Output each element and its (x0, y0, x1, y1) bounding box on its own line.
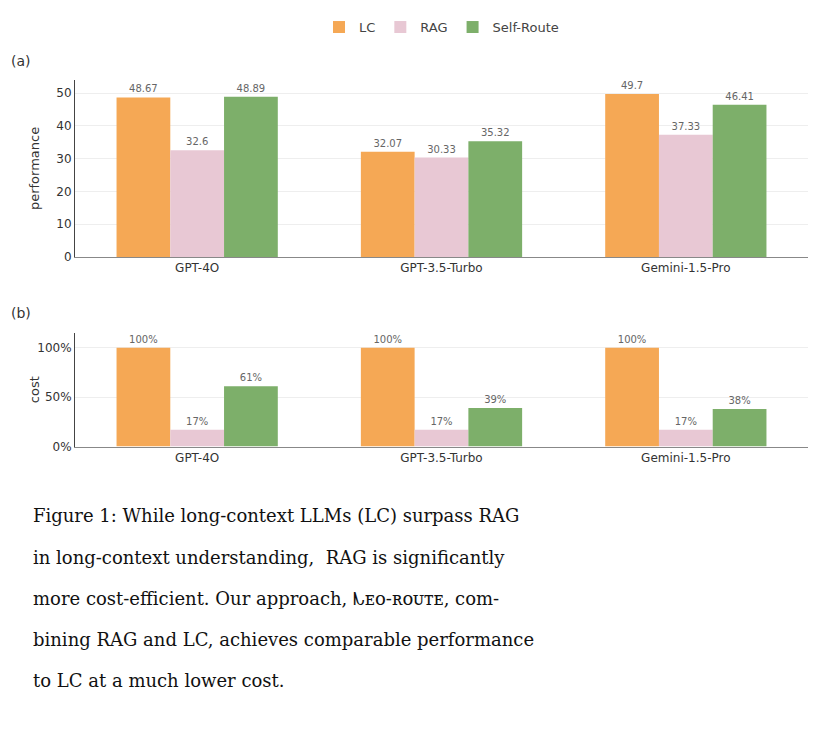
svg-text:48.67: 48.67 (129, 83, 158, 94)
svg-text:RAG: RAG (420, 20, 447, 35)
svg-text:LC: LC (359, 20, 375, 35)
svg-text:Figure 1: While long-context L: Figure 1: While long-context LLMs (LC) s… (33, 505, 519, 526)
svg-text:37.33: 37.33 (672, 121, 701, 132)
svg-text:Gemini-1.5-Pro: Gemini-1.5-Pro (641, 451, 730, 465)
svg-text:38%: 38% (728, 395, 750, 406)
svg-text:10: 10 (56, 217, 71, 231)
svg-text:(a): (a) (11, 53, 31, 69)
svg-text:GPT-4O: GPT-4O (175, 451, 219, 465)
svg-text:17%: 17% (186, 416, 208, 427)
svg-text:100%: 100% (373, 334, 402, 345)
svg-text:30: 30 (56, 152, 71, 166)
svg-text:performance: performance (27, 127, 42, 210)
svg-text:50%: 50% (45, 390, 72, 404)
svg-text:GPT-3.5-Turbo: GPT-3.5-Turbo (400, 261, 482, 275)
svg-text:100%: 100% (129, 334, 158, 345)
svg-text:0: 0 (64, 250, 72, 264)
svg-text:39%: 39% (484, 394, 506, 405)
svg-text:17%: 17% (675, 416, 697, 427)
svg-text:in long-context understanding,: in long-context understanding, RAG is si… (33, 547, 505, 568)
svg-text:32.07: 32.07 (373, 138, 402, 149)
svg-text:0%: 0% (53, 440, 72, 454)
svg-text:bining RAG and LC, achieves co: bining RAG and LC, achieves comparable p… (33, 629, 534, 650)
svg-text:cost: cost (27, 376, 42, 403)
svg-text:to LC at a much lower cost.: to LC at a much lower cost. (33, 670, 285, 691)
svg-text:46.41: 46.41 (725, 91, 754, 102)
svg-text:50: 50 (56, 86, 71, 100)
svg-text:GPT-4O: GPT-4O (175, 261, 219, 275)
svg-text:more cost-efficient. Our appro: more cost-efficient. Our approach, ᗃᴇᴏ-ʀ… (33, 588, 499, 609)
svg-text:49.7: 49.7 (621, 80, 643, 91)
svg-text:30.33: 30.33 (427, 144, 456, 155)
svg-text:48.89: 48.89 (237, 83, 266, 94)
svg-text:32.6: 32.6 (186, 136, 208, 147)
svg-text:100%: 100% (37, 341, 71, 355)
svg-text:20: 20 (56, 185, 71, 199)
svg-text:GPT-3.5-Turbo: GPT-3.5-Turbo (400, 451, 482, 465)
svg-text:100%: 100% (618, 334, 647, 345)
svg-text:(b): (b) (11, 305, 31, 321)
svg-text:17%: 17% (430, 416, 452, 427)
svg-text:Gemini-1.5-Pro: Gemini-1.5-Pro (641, 261, 730, 275)
svg-text:61%: 61% (240, 372, 262, 383)
svg-text:35.32: 35.32 (481, 127, 510, 138)
svg-text:Self-Route: Self-Route (493, 20, 559, 35)
svg-text:40: 40 (56, 119, 71, 133)
